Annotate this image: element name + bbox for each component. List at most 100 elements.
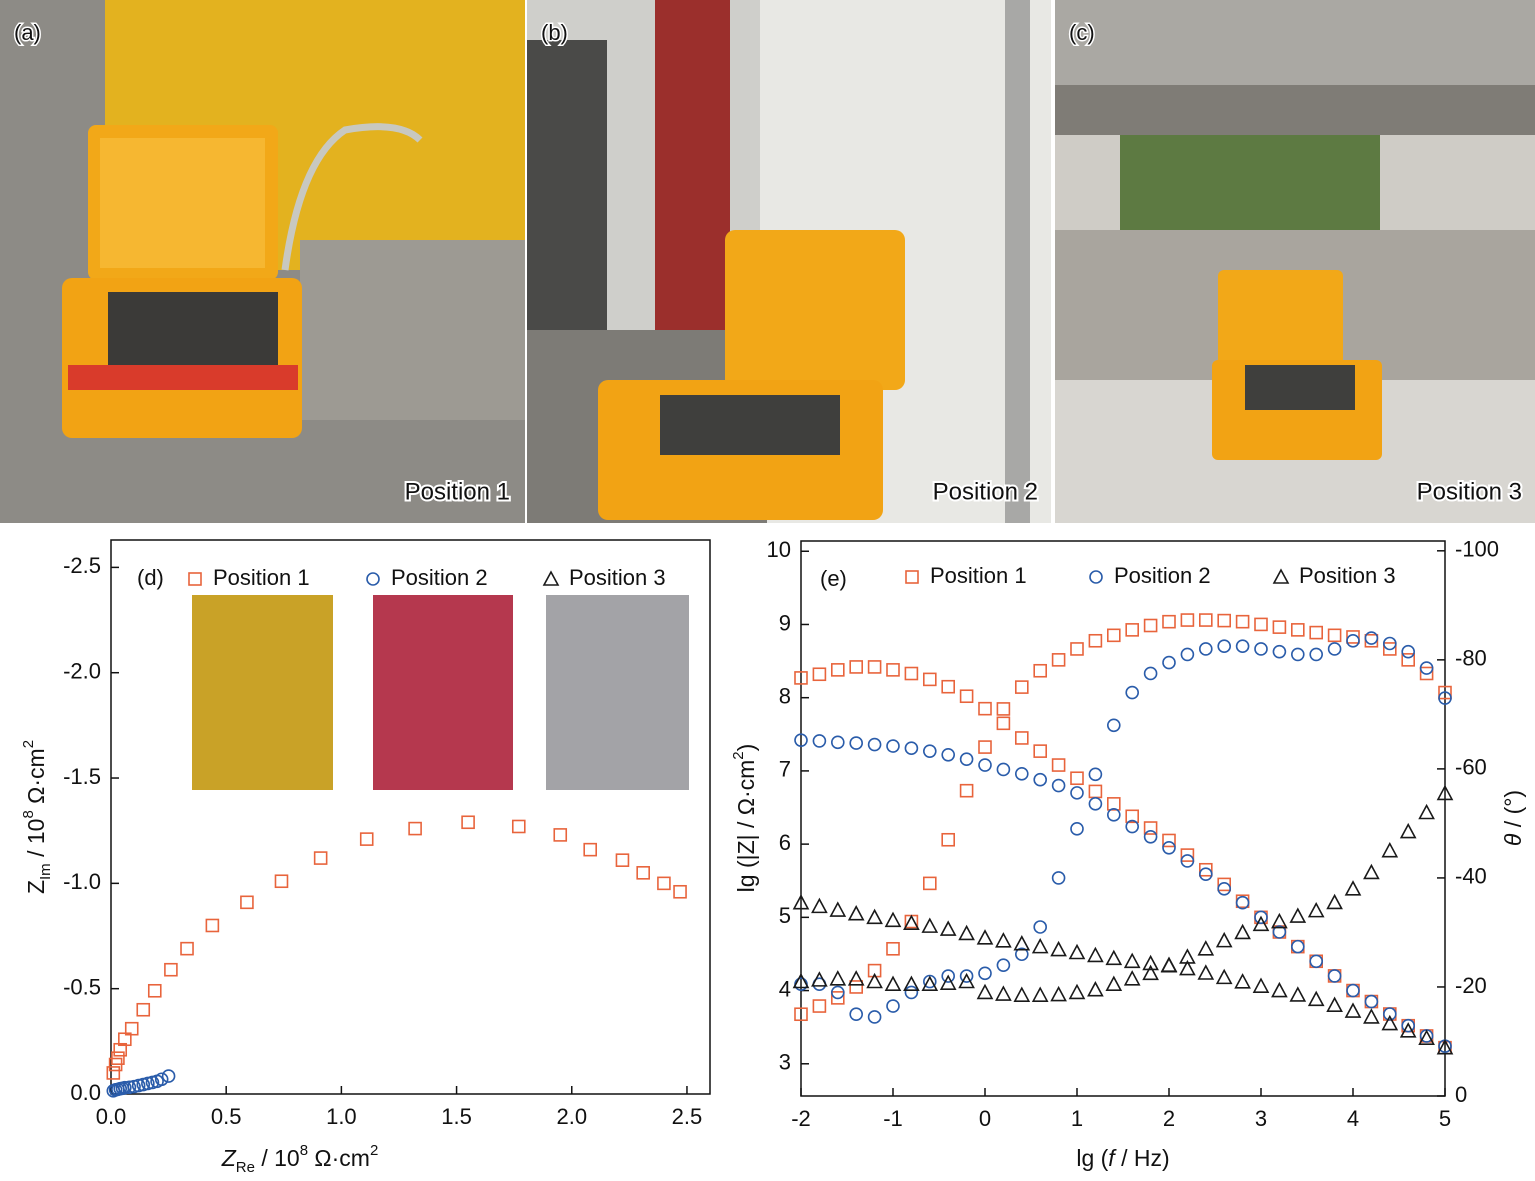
phase-point <box>978 740 992 754</box>
x-tick-label: 2 <box>1163 1106 1175 1131</box>
point <box>147 983 162 998</box>
phase-point <box>1087 981 1104 997</box>
phase-point <box>1364 633 1379 648</box>
x-axis-title: ZRe / 108 Ω·cm2 <box>221 1142 379 1176</box>
point <box>849 736 864 750</box>
phase-point <box>1105 975 1123 992</box>
phase-point <box>886 999 900 1013</box>
point <box>978 758 992 772</box>
point <box>106 1066 121 1080</box>
phase-point <box>941 832 956 847</box>
point <box>939 920 957 936</box>
point <box>1235 895 1250 910</box>
phase-point <box>1107 718 1121 733</box>
y2-tick-label: -60 <box>1455 755 1487 780</box>
phase-point <box>1364 631 1379 645</box>
point <box>359 832 374 846</box>
plot-frame <box>110 539 711 1095</box>
point <box>830 735 845 750</box>
phase-point <box>849 980 864 994</box>
phase-point <box>941 969 956 983</box>
phase-point <box>1179 948 1196 964</box>
point <box>1271 981 1288 998</box>
point <box>978 701 992 716</box>
point <box>1051 778 1066 793</box>
point <box>1272 925 1287 939</box>
phase-point <box>1291 647 1305 662</box>
y-axis-title: ZIm / 108 Ω·cm2 <box>20 740 54 894</box>
y2-tick-label: 0 <box>1455 1082 1467 1107</box>
phase-point <box>830 985 845 1000</box>
point <box>1179 959 1196 976</box>
point <box>1033 772 1047 787</box>
photo-label: (c) <box>1069 20 1095 45</box>
point <box>1013 935 1031 951</box>
phase-point <box>811 971 828 987</box>
y-tick-label: 0.0 <box>70 1080 101 1105</box>
phase-point <box>866 972 883 989</box>
y-tick-label: 9 <box>779 610 791 635</box>
point <box>1125 809 1139 824</box>
point <box>164 962 178 977</box>
point <box>636 866 650 880</box>
phase-point <box>1346 633 1360 648</box>
phase-point <box>922 876 937 891</box>
point <box>1381 1014 1399 1031</box>
phase-point <box>1070 822 1084 836</box>
legend-marker <box>366 572 380 586</box>
inset-photo <box>373 595 513 790</box>
point <box>1418 1029 1435 1045</box>
phase-point <box>1254 642 1268 656</box>
point <box>1197 964 1215 980</box>
phase-point <box>1199 613 1213 627</box>
phase-point <box>1291 623 1305 637</box>
phase-point <box>939 974 957 990</box>
point <box>1088 797 1103 811</box>
photo-caption: Position 1 <box>405 478 510 505</box>
phase-point <box>1014 680 1029 694</box>
point <box>1326 996 1343 1013</box>
x-tick-label: 2.0 <box>556 1104 587 1129</box>
point <box>1050 940 1067 957</box>
phase-point <box>886 941 900 956</box>
point <box>615 853 630 867</box>
legend-marker <box>1272 568 1290 584</box>
legend-label: Position 2 <box>391 565 488 590</box>
point <box>1364 994 1379 1009</box>
phase-point <box>1289 907 1307 923</box>
point <box>1180 854 1195 868</box>
point <box>867 737 882 752</box>
phase-point <box>1125 685 1139 700</box>
point <box>1142 954 1159 971</box>
point <box>1014 731 1029 745</box>
phase-point <box>1143 666 1158 681</box>
phase-point <box>1215 931 1233 948</box>
point <box>240 895 254 910</box>
point <box>903 914 920 931</box>
point <box>830 663 845 677</box>
legend-label: Position 3 <box>569 565 666 590</box>
phase-point <box>1363 863 1380 880</box>
point <box>884 911 902 928</box>
phase-point <box>792 972 810 989</box>
phase-point <box>1327 628 1342 643</box>
legend-label: Position 2 <box>1114 563 1211 588</box>
point <box>113 1042 128 1057</box>
phase-point <box>995 985 1012 1001</box>
y-tick-label: -1.5 <box>63 764 101 789</box>
phase-point <box>1142 964 1159 981</box>
y-tick-label: 3 <box>779 1050 791 1075</box>
phase-point <box>867 963 882 978</box>
phase-point <box>1160 956 1178 972</box>
point <box>118 1032 132 1047</box>
y2-tick-label: -100 <box>1455 537 1499 562</box>
point <box>1143 821 1158 835</box>
photo-label: (b) <box>541 20 568 45</box>
phase-point <box>996 958 1011 972</box>
phase-point <box>903 975 920 992</box>
legend-marker <box>542 570 560 586</box>
phase-point <box>1309 647 1323 662</box>
x-tick-label: 5 <box>1439 1106 1451 1131</box>
phase-point <box>1254 617 1268 632</box>
phase-point <box>958 972 975 989</box>
